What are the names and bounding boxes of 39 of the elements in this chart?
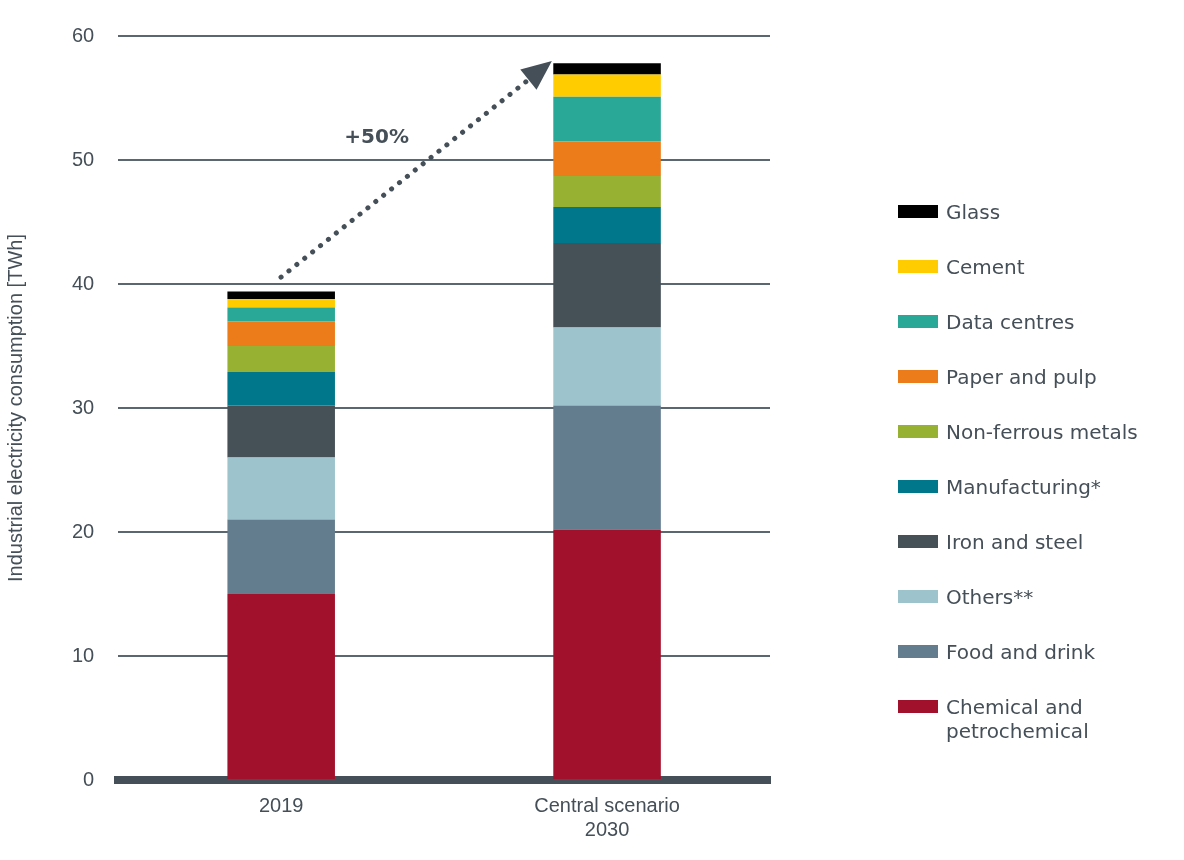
bar — [227, 519, 335, 594]
y-axis-title: Industrial electricity consumption [TWh] — [3, 234, 26, 582]
annotation: +50% — [344, 123, 409, 148]
legend-label: Glass — [946, 200, 1001, 224]
y-tick-label: 10 — [72, 643, 95, 666]
legend-label: Iron and steel — [946, 530, 1084, 554]
bar — [227, 298, 335, 308]
y-tick-label: 60 — [72, 23, 95, 46]
legend-label: Manufacturing* — [946, 475, 1101, 499]
legend-label: Food and drink — [946, 640, 1096, 664]
bar — [553, 529, 661, 779]
bar — [227, 321, 335, 346]
legend-label: Others** — [946, 585, 1034, 609]
bar — [553, 327, 661, 406]
legend-label: Chemical and petrochemical — [946, 695, 1090, 743]
bar — [553, 207, 661, 244]
legend-label: Non-ferrous metals — [946, 420, 1138, 444]
y-tick-label: 0 — [83, 767, 95, 790]
bar — [227, 346, 335, 373]
bar — [227, 307, 335, 322]
bar — [553, 176, 661, 208]
legend-label: Paper and pulp — [946, 365, 1097, 389]
bar — [553, 96, 661, 142]
legend-label: Data centres — [946, 310, 1075, 334]
x-tick-label: Central scenario 2030 — [534, 793, 680, 840]
y-tick-label: 30 — [72, 395, 95, 418]
x-tick-label: 2019 — [258, 793, 304, 816]
bar — [553, 405, 661, 530]
bar — [227, 291, 335, 299]
bar — [553, 141, 661, 177]
y-tick-label: 50 — [72, 147, 95, 170]
bar — [227, 457, 335, 520]
bar — [227, 372, 335, 406]
y-tick-label: 20 — [72, 519, 95, 542]
bar — [227, 405, 335, 458]
legend-label: Cement — [946, 255, 1025, 279]
bar — [227, 594, 335, 779]
y-tick-label: 40 — [72, 271, 95, 294]
bar — [553, 243, 661, 328]
